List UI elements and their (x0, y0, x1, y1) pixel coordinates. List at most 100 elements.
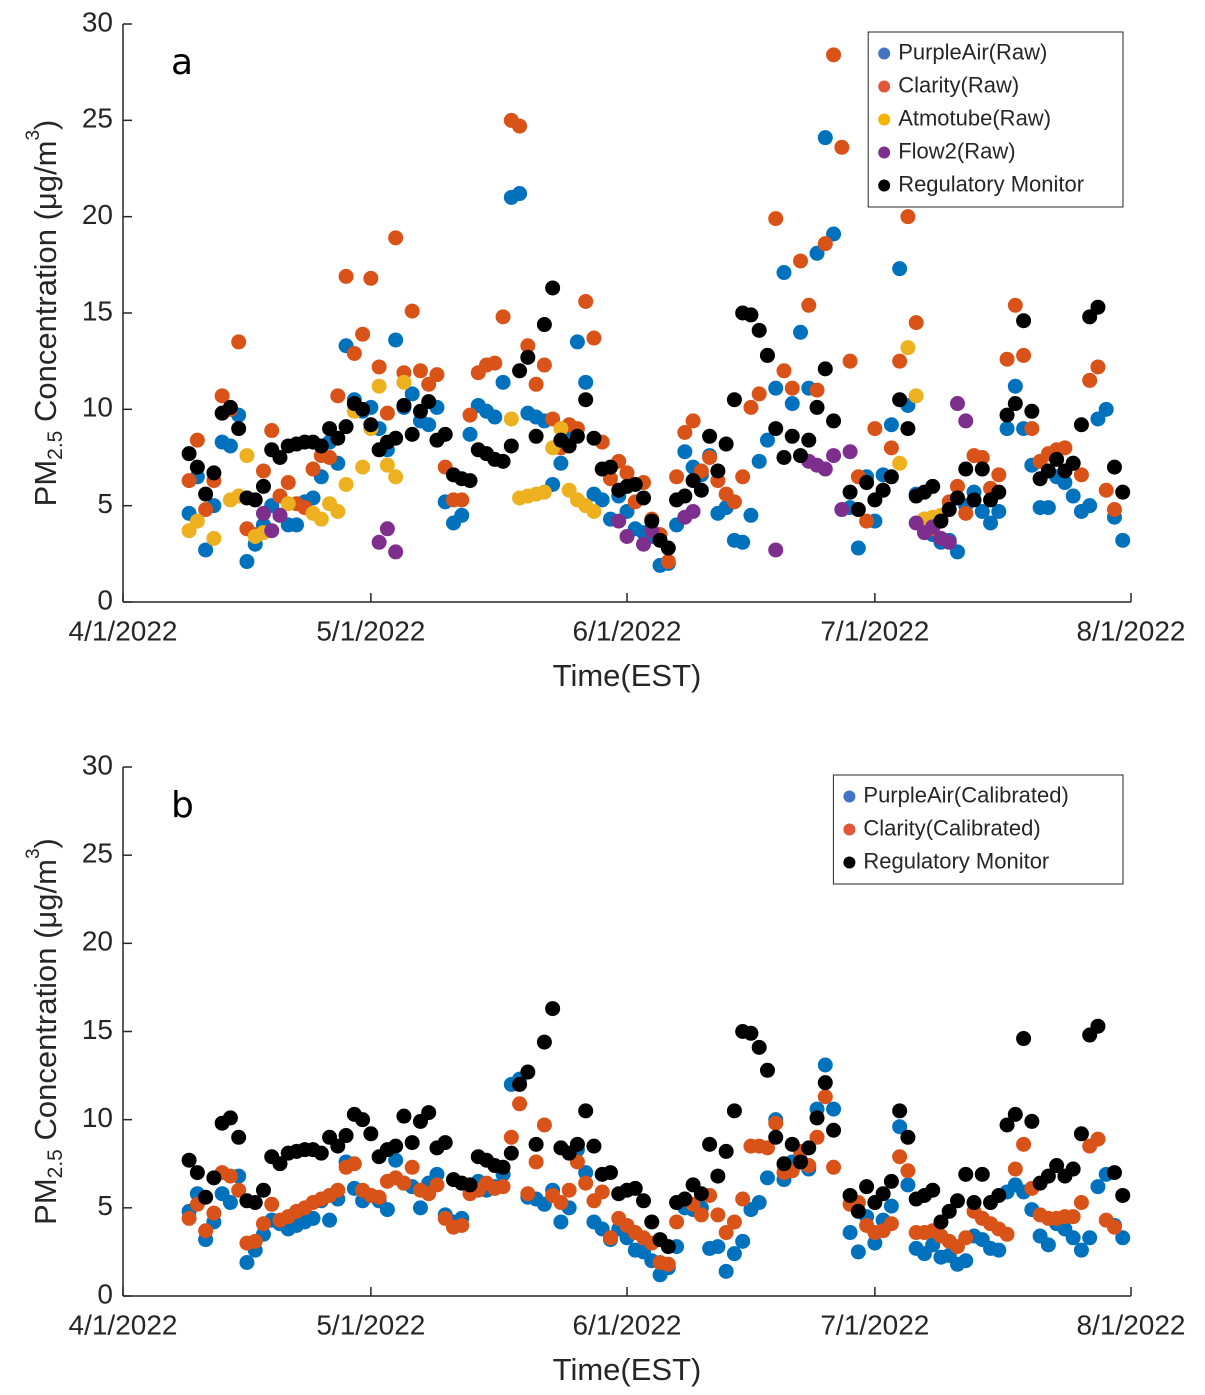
data-point (685, 503, 701, 519)
data-point (545, 1001, 561, 1017)
data-point (759, 1170, 775, 1186)
data-point (677, 424, 693, 440)
data-point (900, 340, 916, 356)
data-point (1016, 1136, 1032, 1152)
panel-label: a (171, 42, 193, 83)
data-point (1098, 482, 1114, 498)
data-point (454, 492, 470, 508)
data-point (817, 1075, 833, 1091)
data-point (222, 1110, 238, 1126)
data-point (900, 209, 916, 225)
data-point (247, 1195, 263, 1211)
data-point (801, 1140, 817, 1156)
data-point (536, 357, 552, 373)
data-point (404, 426, 420, 442)
data-point (850, 502, 866, 518)
data-point (512, 1096, 528, 1112)
data-point (322, 450, 338, 465)
data-point (338, 476, 354, 492)
data-point (536, 484, 552, 500)
data-point (1090, 359, 1106, 375)
data-point (958, 505, 974, 521)
data-point (892, 1103, 908, 1119)
data-point (396, 1175, 412, 1191)
data-point (751, 322, 767, 338)
data-point (429, 1166, 445, 1182)
data-point (974, 461, 990, 477)
data-point (892, 1119, 908, 1135)
y-axis-label-part: 3 (23, 848, 44, 859)
data-point (718, 1225, 734, 1241)
data-point (363, 270, 379, 286)
data-point (388, 469, 404, 485)
data-point (949, 1193, 965, 1209)
data-point (809, 1110, 825, 1126)
data-point (776, 363, 792, 379)
data-point (379, 405, 395, 421)
y-axis-label-part: Concentration (μg/m (28, 859, 63, 1149)
data-point (958, 413, 974, 429)
data-point (826, 448, 842, 464)
data-point (883, 1198, 899, 1214)
data-point (1115, 484, 1131, 500)
data-point (313, 511, 329, 527)
data-point (1115, 532, 1131, 548)
data-point (966, 492, 982, 508)
data-point (958, 461, 974, 477)
data-point (586, 330, 602, 346)
data-point (437, 426, 453, 442)
legend-label: Clarity(Raw) (898, 72, 1019, 97)
data-point (602, 1165, 618, 1181)
data-point (900, 1177, 916, 1193)
y-axis-label-part: 2.5 (44, 431, 67, 460)
data-point (388, 230, 404, 246)
data-point (1057, 475, 1073, 491)
data-point (264, 1196, 280, 1212)
data-point (949, 490, 965, 506)
legend-marker (878, 113, 891, 126)
y-axis-label-part: ) (28, 838, 63, 848)
data-point (536, 317, 552, 333)
data-point (850, 1244, 866, 1260)
data-point (1040, 1168, 1056, 1184)
data-point (751, 1039, 767, 1055)
data-point (289, 517, 305, 533)
data-point (512, 186, 528, 202)
legend-label: PurpleAir(Calibrated) (863, 782, 1068, 807)
data-point (743, 307, 759, 323)
data-point (222, 438, 238, 454)
data-point (1040, 500, 1056, 516)
data-point (239, 554, 255, 570)
data-point (198, 1223, 214, 1239)
data-point (801, 432, 817, 448)
data-point (1007, 378, 1023, 394)
data-point (925, 1182, 941, 1198)
legend: PurpleAir(Raw) Clarity(Raw) Atmotube(Raw) F… (867, 31, 1124, 208)
data-point (330, 1138, 346, 1154)
data-point (594, 492, 610, 508)
data-point (908, 388, 924, 404)
y-tick-label: 10 (82, 1102, 113, 1133)
data-point (586, 503, 602, 519)
data-point (553, 1195, 569, 1211)
data-point (867, 1235, 883, 1251)
data-point (784, 428, 800, 444)
y-tick-label: 20 (82, 199, 113, 230)
data-point (883, 440, 899, 456)
data-point (487, 409, 503, 425)
data-point (735, 1191, 751, 1207)
data-point (206, 530, 222, 546)
data-point (206, 1170, 222, 1186)
data-point (883, 1216, 899, 1232)
data-point (313, 438, 329, 454)
data-point (949, 396, 965, 412)
data-point (751, 386, 767, 402)
data-point (1073, 417, 1089, 433)
data-point (503, 438, 519, 454)
data-point (1065, 1230, 1081, 1246)
data-point (850, 540, 866, 556)
y-tick-label: 15 (82, 1014, 113, 1045)
data-point (1024, 421, 1040, 437)
data-point (412, 1200, 428, 1216)
data-point (793, 253, 809, 269)
